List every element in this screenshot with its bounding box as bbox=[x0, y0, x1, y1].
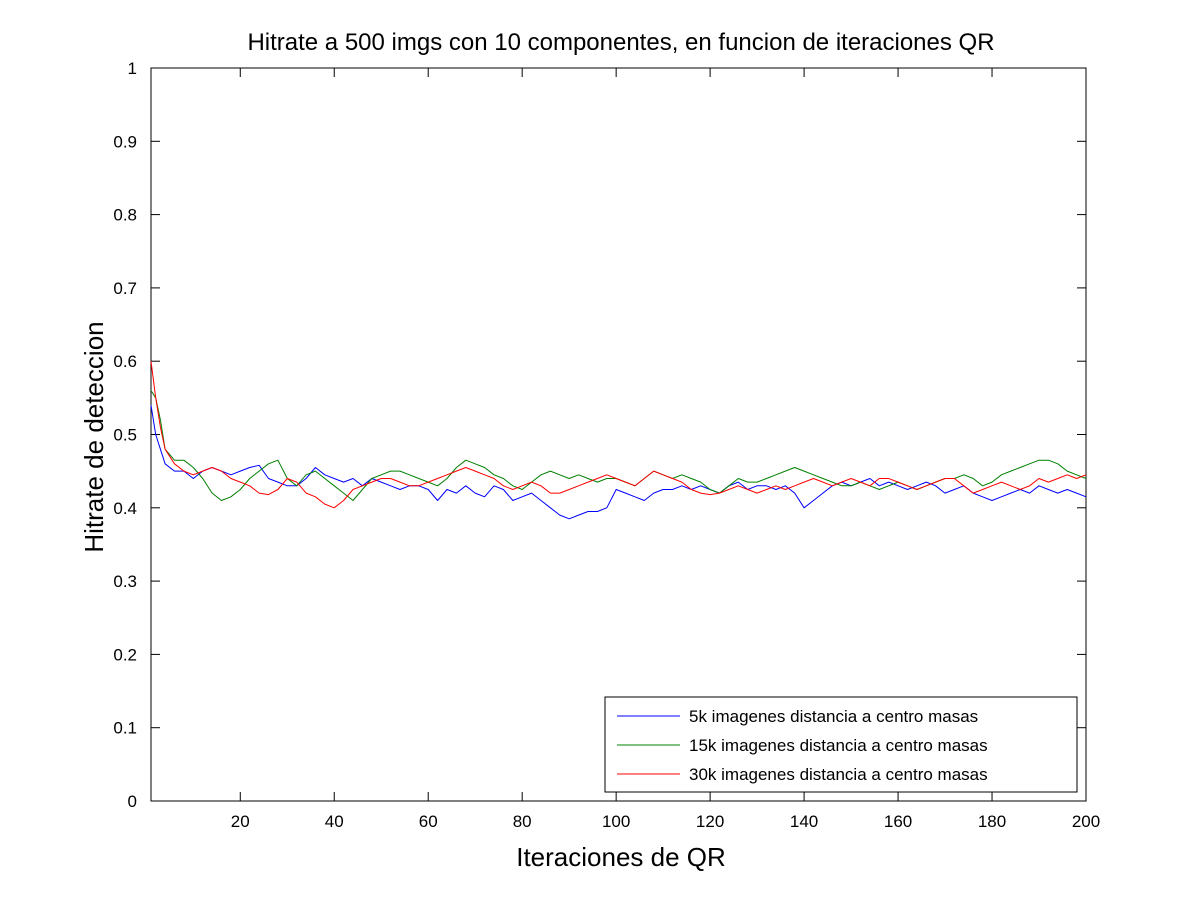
series-line-1 bbox=[150, 405, 1087, 520]
y-tick-label: 0 bbox=[128, 792, 137, 811]
legend-label-2: 15k imagenes distancia a centro masas bbox=[689, 736, 988, 755]
x-axis-label: Iteraciones de QR bbox=[516, 842, 726, 872]
y-axis: 0 0.1 0.2 0.3 0.4 0.5 0.6 0.7 0.8 0.9 1 bbox=[113, 59, 1086, 811]
x-tick-label: 140 bbox=[790, 812, 818, 831]
x-tick-label: 180 bbox=[978, 812, 1006, 831]
x-tick-label: 100 bbox=[602, 812, 630, 831]
y-tick-label: 1 bbox=[128, 59, 137, 78]
y-tick-label: 0.3 bbox=[113, 572, 137, 591]
y-tick-label: 0.8 bbox=[113, 206, 137, 225]
y-tick-label: 0.5 bbox=[113, 426, 137, 445]
x-tick-label: 200 bbox=[1072, 812, 1100, 831]
legend-label-3: 30k imagenes distancia a centro masas bbox=[689, 765, 988, 784]
plot-frame bbox=[150, 67, 1087, 802]
x-tick-label: 120 bbox=[696, 812, 724, 831]
y-tick-label: 0.2 bbox=[113, 645, 137, 664]
x-tick-label: 40 bbox=[325, 812, 344, 831]
x-tick-label: 60 bbox=[419, 812, 438, 831]
legend: 5k imagenes distancia a centro masas 15k … bbox=[604, 696, 1078, 793]
x-tick-label: 80 bbox=[513, 812, 532, 831]
series-lines bbox=[150, 361, 1087, 520]
plot-area: 0 0.1 0.2 0.3 0.4 0.5 0.6 0.7 0.8 0.9 1 20 40 60 80 10… bbox=[113, 59, 1100, 831]
series-line-3 bbox=[150, 361, 1087, 509]
x-axis: 20 40 60 80 100 120 140 160 180 200 bbox=[231, 68, 1100, 831]
y-tick-label: 0.9 bbox=[113, 132, 137, 151]
y-axis-label: Hitrate de deteccion bbox=[79, 321, 109, 552]
y-tick-label: 0.4 bbox=[113, 499, 137, 518]
chart-title: Hitrate a 500 imgs con 10 componentes, e… bbox=[247, 29, 994, 56]
y-tick-label: 0.7 bbox=[113, 279, 137, 298]
legend-box bbox=[604, 696, 1078, 793]
y-tick-label: 0.1 bbox=[113, 719, 137, 738]
x-tick-label: 20 bbox=[231, 812, 250, 831]
x-tick-label: 160 bbox=[884, 812, 912, 831]
legend-label-1: 5k imagenes distancia a centro masas bbox=[689, 707, 978, 726]
y-tick-label: 0.6 bbox=[113, 352, 137, 371]
